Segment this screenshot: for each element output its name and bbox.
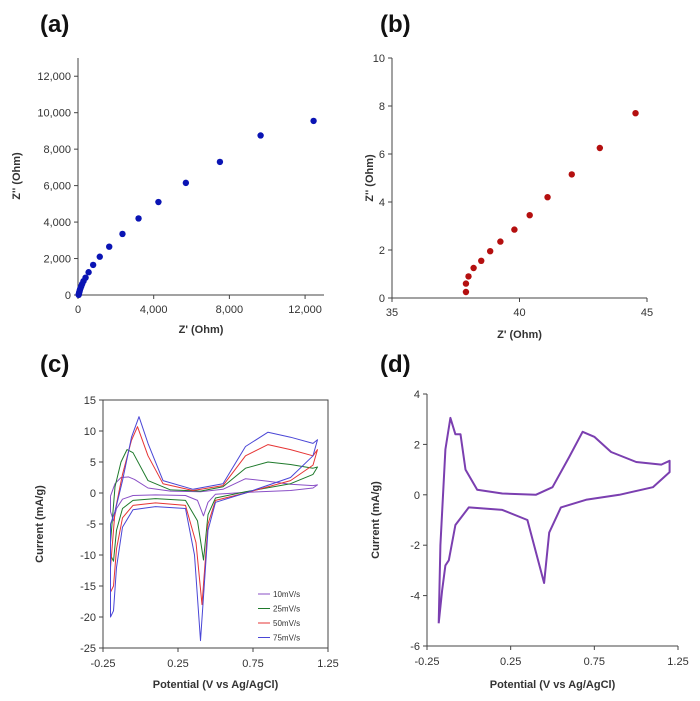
y-tick-label: 8,000 xyxy=(43,144,71,156)
data-point xyxy=(82,274,89,281)
data-point xyxy=(257,132,264,139)
series-line xyxy=(110,416,318,642)
x-axis-title: Potential (V vs Ag/AgCl) xyxy=(490,679,616,691)
y-tick-label: 2 xyxy=(379,245,385,257)
y-tick-label: 10 xyxy=(84,426,96,438)
y-tick-label: -4 xyxy=(410,591,420,603)
y-tick-label: 6 xyxy=(379,149,385,161)
data-point xyxy=(182,179,190,187)
y-tick-label: 0 xyxy=(65,290,71,302)
y-tick-label: 15 xyxy=(84,395,96,407)
x-tick-label: 0 xyxy=(75,304,81,316)
y-tick-label: -25 xyxy=(80,643,96,655)
x-axis-title: Z' (Ohm) xyxy=(179,324,224,336)
x-tick-label: 0.75 xyxy=(242,658,263,670)
data-point xyxy=(486,248,494,255)
series-line xyxy=(437,416,671,624)
y-tick-label: -15 xyxy=(80,581,96,593)
x-tick-label: 1.25 xyxy=(317,658,338,670)
data-point xyxy=(119,230,126,238)
data-point xyxy=(544,194,551,201)
x-tick-label: 35 xyxy=(386,307,398,319)
panel-label: (a) xyxy=(40,11,69,38)
legend-entry: 50mV/s xyxy=(273,619,300,628)
data-point xyxy=(310,117,317,125)
data-point xyxy=(89,261,97,269)
y-tick-label: 2 xyxy=(414,439,420,451)
data-point xyxy=(155,198,162,206)
x-tick-label: 12,000 xyxy=(288,304,322,316)
x-tick-label: 8,000 xyxy=(216,304,244,316)
chart-panel: (a) 0 2,000 4,000 6,000 8,000 10,000 12,000 0 4,0… xyxy=(11,11,324,336)
chart-panel: (b) 0 2 4 6 8 10 35 40 45 Z' (Ohm) Z'' (Ohm) xyxy=(364,11,653,341)
y-tick-label: -6 xyxy=(410,641,420,653)
y-tick-label: 12,000 xyxy=(37,71,71,83)
y-tick-label: 2,000 xyxy=(43,254,71,266)
y-tick-label: 0 xyxy=(90,488,96,500)
series-line xyxy=(110,449,318,562)
x-axis-title: Z' (Ohm) xyxy=(497,329,542,341)
y-tick-label: 6,000 xyxy=(43,181,71,193)
y-tick-label: -5 xyxy=(86,519,96,531)
data-point xyxy=(568,171,575,178)
data-point xyxy=(96,253,103,260)
legend-entry: 10mV/s xyxy=(273,590,300,599)
data-point xyxy=(526,212,533,219)
y-tick-label: 4 xyxy=(414,389,420,401)
x-tick-label: -0.25 xyxy=(414,656,439,668)
data-point xyxy=(497,238,504,245)
y-tick-label: 5 xyxy=(90,457,96,469)
y-axis-title: Current (mA/g) xyxy=(34,485,46,563)
data-point xyxy=(632,110,639,117)
panel-label: (b) xyxy=(380,11,411,38)
y-tick-label: 10,000 xyxy=(37,108,71,120)
y-tick-label: 4 xyxy=(379,197,385,209)
series-line xyxy=(110,426,318,606)
data-point xyxy=(596,144,604,152)
chart-panel: (c) -25 -20 -15 -10 -5 0 5 10 15 -0.25 0.25 0.75 1.25… xyxy=(34,351,339,691)
y-tick-label: 4,000 xyxy=(43,217,71,229)
y-axis-title: Z'' (Ohm) xyxy=(364,154,376,202)
y-tick-label: 0 xyxy=(414,490,420,502)
legend-entry: 75mV/s xyxy=(273,634,300,643)
x-tick-label: 45 xyxy=(641,307,653,319)
x-axis-title: Potential (V vs Ag/AgCl) xyxy=(153,679,279,691)
x-tick-label: 1.25 xyxy=(667,656,688,668)
data-point xyxy=(465,273,472,280)
chart-panel: (d) -6 -4 -2 0 2 4 -0.25 0.25 0.75 1.25 Potential (… xyxy=(370,351,689,691)
x-tick-label: 0.25 xyxy=(167,658,188,670)
data-point xyxy=(106,243,113,250)
legend-entry: 25mV/s xyxy=(273,605,300,614)
y-tick-label: -10 xyxy=(80,550,96,562)
y-tick-label: -2 xyxy=(410,540,420,552)
x-tick-label: 0.75 xyxy=(584,656,605,668)
series-line xyxy=(110,476,318,522)
data-point xyxy=(85,269,92,276)
x-tick-label: -0.25 xyxy=(90,658,115,670)
y-tick-label: -20 xyxy=(80,612,96,624)
data-point xyxy=(511,226,518,233)
y-tick-label: 8 xyxy=(379,101,385,113)
data-point xyxy=(462,288,470,296)
y-tick-label: 10 xyxy=(373,53,385,65)
data-point xyxy=(216,158,224,166)
data-point xyxy=(478,257,485,264)
data-point xyxy=(135,215,142,222)
x-tick-label: 4,000 xyxy=(140,304,168,316)
x-tick-label: 40 xyxy=(513,307,525,319)
x-tick-label: 0.25 xyxy=(500,656,521,668)
y-axis-title: Z'' (Ohm) xyxy=(11,152,23,200)
data-point xyxy=(462,280,470,287)
panel-label: (c) xyxy=(40,351,69,378)
data-point xyxy=(470,264,477,272)
panel-label: (d) xyxy=(380,351,411,378)
y-tick-label: 0 xyxy=(379,293,385,305)
y-axis-title: Current (mA/g) xyxy=(370,481,382,559)
